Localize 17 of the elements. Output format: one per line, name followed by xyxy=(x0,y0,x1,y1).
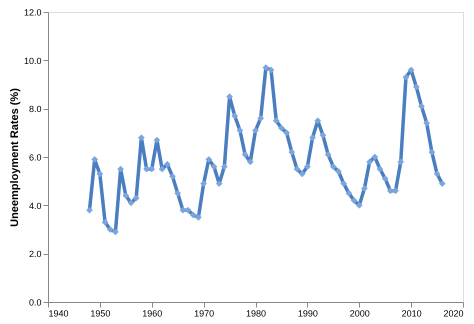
y-tick-label: 0.0 xyxy=(28,298,42,308)
y-tick-label: 2.0 xyxy=(28,249,42,260)
x-tick-label: 1970 xyxy=(194,308,214,318)
y-tick-label: 8.0 xyxy=(28,104,42,114)
x-tick-label: 1940 xyxy=(48,308,69,318)
x-tick-label: 1950 xyxy=(90,308,110,318)
y-tick-label: 10.0 xyxy=(24,56,42,66)
y-tick-label: 6.0 xyxy=(28,152,42,162)
x-tick-label: 1960 xyxy=(142,308,162,318)
x-tick-label: 2000 xyxy=(350,308,370,318)
x-tick-label: 1990 xyxy=(298,308,318,318)
y-axis-title: Uneemployment Rates (%) xyxy=(8,88,21,227)
x-tick-label: 2020 xyxy=(443,308,464,318)
x-tick-label: 1980 xyxy=(246,308,266,318)
x-tick-label: 2010 xyxy=(402,308,422,318)
y-tick-label: 4.0 xyxy=(28,200,42,211)
y-tick-label: 12.0 xyxy=(24,8,42,18)
